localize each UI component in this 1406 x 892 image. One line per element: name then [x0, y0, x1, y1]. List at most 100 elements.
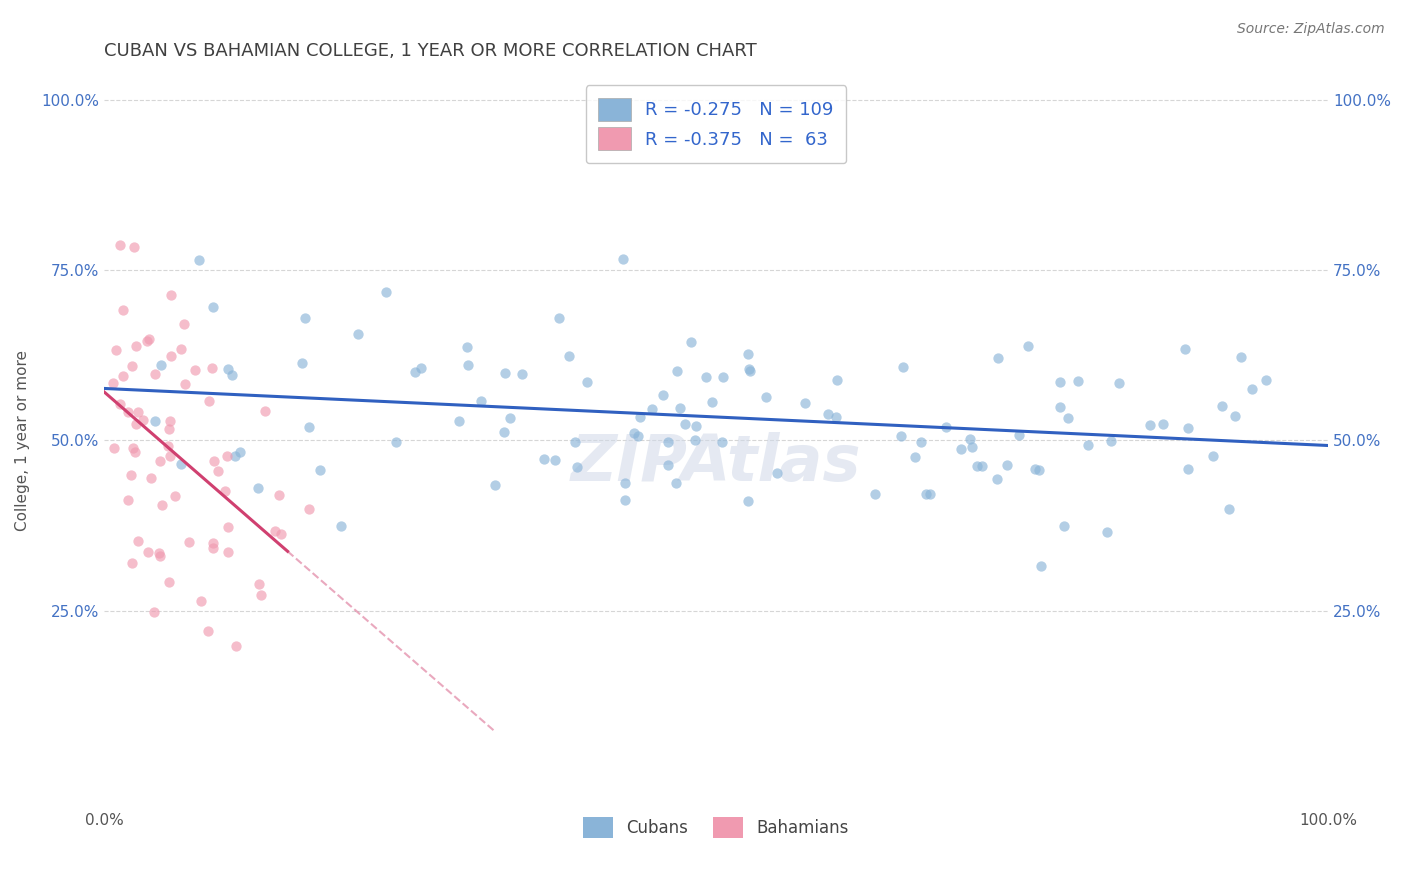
- Point: [533, 452, 555, 467]
- Point: [755, 390, 778, 404]
- Point: [863, 487, 886, 501]
- Point: [1218, 502, 1240, 516]
- Point: [148, 546, 170, 560]
- Point: [510, 368, 533, 382]
- Point: [685, 419, 707, 434]
- Text: ZIPAtlas: ZIPAtlas: [571, 432, 862, 493]
- Point: [214, 484, 236, 499]
- Point: [143, 414, 166, 428]
- Point: [197, 624, 219, 638]
- Point: [1229, 350, 1251, 364]
- Point: [264, 524, 287, 538]
- Point: [127, 405, 149, 419]
- Point: [683, 434, 706, 448]
- Point: [108, 238, 131, 252]
- Point: [247, 577, 270, 591]
- Point: [675, 417, 697, 431]
- Point: [623, 426, 645, 441]
- Point: [575, 375, 598, 389]
- Point: [1223, 409, 1246, 423]
- Point: [1177, 421, 1199, 435]
- Point: [201, 361, 224, 376]
- Point: [143, 605, 166, 619]
- Point: [652, 388, 675, 402]
- Point: [1152, 417, 1174, 432]
- Y-axis label: College, 1 year or more: College, 1 year or more: [15, 350, 30, 531]
- Point: [903, 450, 925, 465]
- Point: [766, 466, 789, 480]
- Point: [628, 410, 651, 425]
- Point: [229, 445, 252, 459]
- Legend: Cubans, Bahamians: Cubans, Bahamians: [576, 811, 856, 844]
- Point: [111, 303, 134, 318]
- Point: [949, 442, 972, 457]
- Point: [347, 326, 370, 341]
- Point: [120, 468, 142, 483]
- Point: [183, 362, 205, 376]
- Point: [225, 639, 247, 653]
- Point: [494, 425, 516, 439]
- Point: [201, 541, 224, 555]
- Point: [1024, 462, 1046, 476]
- Point: [986, 472, 1008, 486]
- Point: [825, 372, 848, 386]
- Point: [291, 356, 314, 370]
- Point: [457, 358, 479, 372]
- Point: [1017, 339, 1039, 353]
- Point: [207, 465, 229, 479]
- Point: [1028, 463, 1050, 477]
- Point: [737, 346, 759, 360]
- Point: [666, 364, 689, 378]
- Point: [253, 404, 276, 418]
- Point: [105, 343, 128, 357]
- Point: [910, 434, 932, 449]
- Point: [270, 527, 292, 541]
- Point: [149, 549, 172, 563]
- Point: [267, 488, 290, 502]
- Point: [456, 340, 478, 354]
- Point: [375, 285, 398, 299]
- Point: [150, 498, 173, 512]
- Point: [141, 471, 163, 485]
- Point: [122, 240, 145, 254]
- Point: [737, 494, 759, 508]
- Point: [920, 487, 942, 501]
- Point: [190, 593, 212, 607]
- Point: [564, 435, 586, 450]
- Point: [202, 300, 225, 314]
- Point: [695, 370, 717, 384]
- Point: [669, 401, 692, 415]
- Point: [614, 492, 637, 507]
- Point: [294, 311, 316, 326]
- Point: [125, 339, 148, 353]
- Point: [1057, 411, 1080, 425]
- Point: [891, 359, 914, 374]
- Point: [544, 453, 567, 467]
- Point: [217, 520, 239, 534]
- Point: [494, 366, 516, 380]
- Point: [890, 429, 912, 443]
- Point: [108, 397, 131, 411]
- Point: [330, 519, 353, 533]
- Point: [157, 575, 180, 590]
- Point: [157, 422, 180, 436]
- Point: [995, 458, 1018, 472]
- Point: [217, 545, 239, 559]
- Point: [1077, 437, 1099, 451]
- Point: [103, 441, 125, 455]
- Point: [224, 449, 246, 463]
- Point: [298, 419, 321, 434]
- Point: [404, 366, 426, 380]
- Point: [298, 502, 321, 516]
- Point: [117, 404, 139, 418]
- Point: [713, 370, 735, 384]
- Point: [1177, 462, 1199, 476]
- Point: [548, 310, 571, 325]
- Point: [665, 476, 688, 491]
- Point: [127, 533, 149, 548]
- Point: [197, 393, 219, 408]
- Point: [250, 588, 273, 602]
- Point: [641, 401, 664, 416]
- Point: [657, 435, 679, 450]
- Point: [1256, 373, 1278, 387]
